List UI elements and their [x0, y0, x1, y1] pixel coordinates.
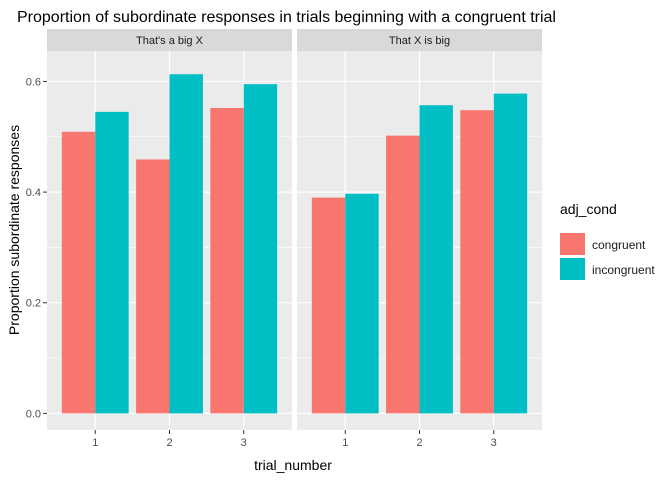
x-tick-label: 1	[92, 437, 98, 449]
legend-label-incongruent: incongruent	[592, 263, 655, 277]
facet-panel: That's a big X 1 2 3	[47, 29, 292, 449]
bar-congruent	[386, 135, 420, 414]
legend: adj_cond congruent incongruent	[560, 201, 655, 280]
bar-incongruent	[169, 74, 203, 414]
bar-incongruent	[493, 93, 528, 414]
y-tick-label: 0.6	[26, 76, 41, 88]
bar-incongruent	[243, 84, 278, 414]
legend-key-congruent	[560, 233, 585, 255]
bar-congruent	[460, 110, 494, 414]
facets: That's a big X 1 2 3 That X is big 1 2 3 0.0 0.2 0…	[26, 29, 542, 449]
x-tick-label: 2	[166, 437, 172, 449]
bar-congruent	[61, 131, 96, 414]
y-tick-label: 0.2	[26, 298, 41, 310]
x-tick-label: 3	[491, 437, 497, 449]
facet-strip-label: That X is big	[389, 35, 450, 47]
bar-congruent	[136, 159, 170, 414]
x-tick-label: 3	[241, 437, 247, 449]
legend-title: adj_cond	[560, 201, 617, 217]
facet-panel: That X is big 1 2 3	[297, 29, 542, 449]
x-tick-label: 2	[416, 437, 422, 449]
legend-label-congruent: congruent	[592, 238, 646, 252]
legend-key-incongruent	[560, 258, 585, 280]
x-axis-title: trial_number	[254, 457, 332, 473]
chart-title: Proportion of subordinate responses in t…	[17, 9, 556, 26]
bar-congruent	[311, 197, 346, 414]
y-axis-title: Proportion subordinate responses	[6, 125, 22, 335]
bar-incongruent	[345, 193, 379, 414]
bar-incongruent	[95, 111, 129, 414]
y-tick-label: 0.0	[26, 408, 41, 420]
bar-congruent	[210, 107, 244, 414]
facet-strip	[47, 29, 292, 51]
facet-strip-label: That's a big X	[136, 35, 204, 47]
facet-strip	[297, 29, 542, 51]
y-tick-label: 0.4	[26, 187, 41, 199]
x-tick-label: 1	[342, 437, 348, 449]
bar-incongruent	[419, 105, 453, 414]
